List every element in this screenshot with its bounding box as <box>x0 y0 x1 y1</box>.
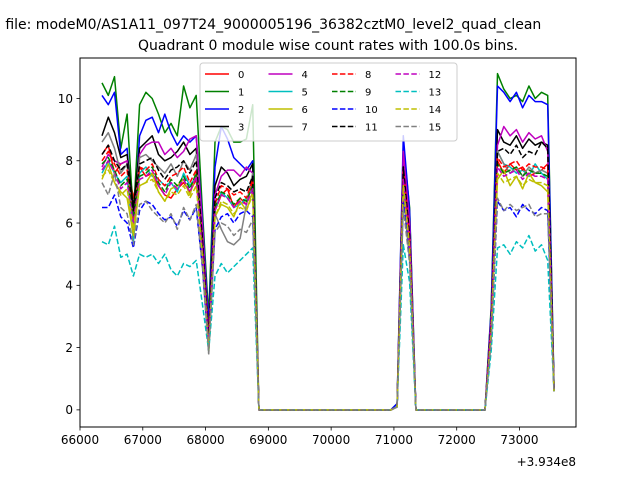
y-tick-label: 2 <box>65 341 73 355</box>
x-tick-label: 72000 <box>438 433 476 447</box>
series-line-6 <box>101 163 555 411</box>
y-tick-label: 0 <box>65 403 73 417</box>
x-tick-label: 67000 <box>124 433 162 447</box>
legend-label-6: 6 <box>302 105 308 116</box>
x-tick-label: 69000 <box>249 433 287 447</box>
legend-label-9: 9 <box>365 88 371 99</box>
series-line-14 <box>101 169 555 411</box>
y-tick-label: 6 <box>65 216 73 230</box>
series-line-9 <box>101 156 555 411</box>
x-tick-label: 73000 <box>500 433 538 447</box>
series-line-3 <box>101 116 555 411</box>
legend-label-7: 7 <box>302 123 308 134</box>
legend-label-2: 2 <box>238 105 244 116</box>
y-tick-label: 8 <box>65 154 73 168</box>
series-line-7 <box>101 131 555 411</box>
y-tick-label: 4 <box>65 279 73 293</box>
legend-label-0: 0 <box>238 70 244 81</box>
legend-label-4: 4 <box>302 70 308 81</box>
figure-suptitle: n file: modeM0/AS1A11_097T24_9000005196_… <box>0 17 541 33</box>
y-tick-label: 10 <box>58 92 73 106</box>
legend-label-5: 5 <box>302 88 308 99</box>
series-lines <box>101 72 555 411</box>
legend-label-8: 8 <box>365 70 371 81</box>
y-axis: 0 2 4 6 8 10 <box>58 92 80 417</box>
chart-title: Quadrant 0 module wise count rates with … <box>138 38 518 54</box>
legend-label-11: 11 <box>365 123 378 134</box>
legend-label-3: 3 <box>238 123 244 134</box>
legend-label-1: 1 <box>238 88 244 99</box>
legend-label-15: 15 <box>429 123 442 134</box>
axes-frame <box>79 57 577 428</box>
x-tick-label: 66000 <box>61 433 99 447</box>
legend-box <box>199 62 458 142</box>
x-tick-label: 70000 <box>312 433 350 447</box>
legend-label-12: 12 <box>429 70 442 81</box>
x-tick-label: 71000 <box>375 433 413 447</box>
series-line-15 <box>101 172 555 411</box>
x-offset-label: +3.934e8 <box>517 455 576 469</box>
x-tick-label: 68000 <box>186 433 224 447</box>
legend-label-14: 14 <box>429 105 442 116</box>
legend-label-10: 10 <box>365 105 378 116</box>
legend-label-13: 13 <box>429 88 442 99</box>
x-axis: 66000 67000 68000 69000 70000 71000 72000 73000 <box>61 427 539 447</box>
